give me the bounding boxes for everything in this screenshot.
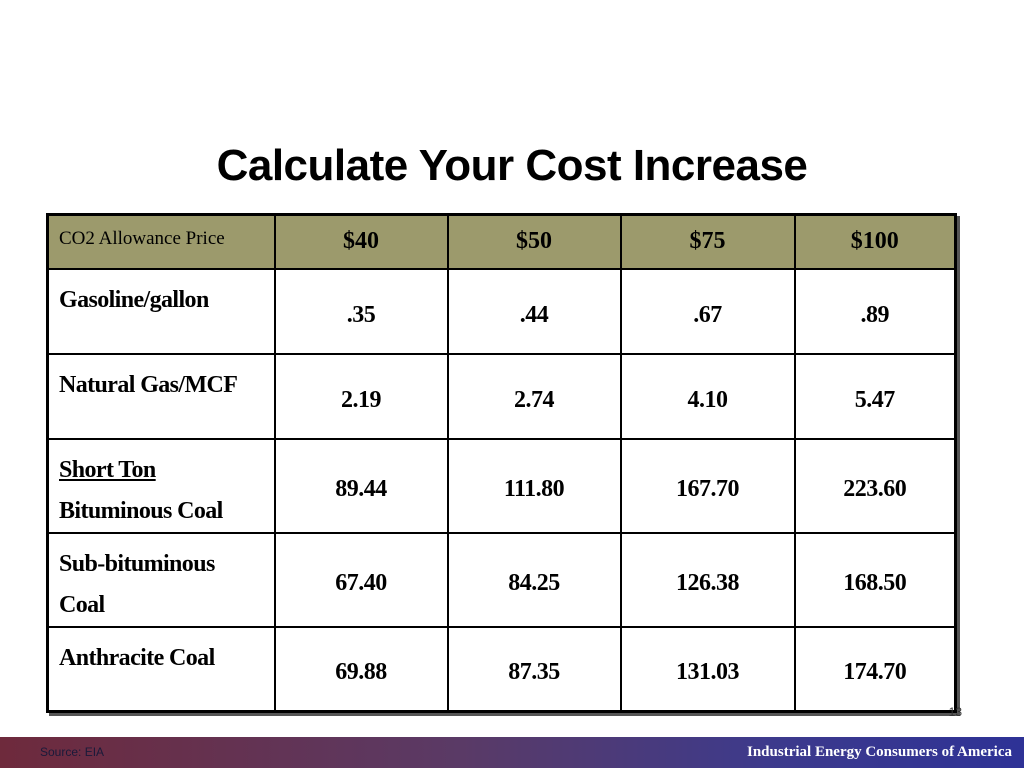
value-cell: .35: [273, 267, 449, 355]
table-row-natural-gas: Natural Gas/MCF 2.19 2.74 4.10 5.47: [46, 352, 957, 440]
value-text: 67.40: [335, 570, 387, 596]
row-label-text: Natural Gas/MCF: [59, 371, 238, 398]
value-cell: .67: [619, 267, 796, 355]
allowance-price-header: CO2 Allowance Price: [46, 213, 276, 270]
value-text: 69.88: [335, 659, 387, 686]
row-label: Natural Gas/MCF: [46, 352, 276, 440]
value-text: 4.10: [687, 386, 729, 413]
row-label: Short Ton Bituminous Coal: [46, 437, 276, 534]
value-cell: .44: [446, 267, 622, 355]
value-text: 168.50: [843, 570, 907, 596]
table-row-anthracite-coal: Anthracite Coal 69.88 87.35 131.03 174.7…: [46, 625, 957, 713]
value-text: .67: [693, 301, 722, 328]
price-column-header: $100: [793, 213, 957, 270]
value-cell: 89.44: [273, 437, 449, 534]
row-label: Anthracite Coal: [46, 625, 276, 713]
value-text: 131.03: [676, 659, 740, 686]
value-cell: 223.60: [793, 437, 957, 534]
table-row-bituminous-coal: Short Ton Bituminous Coal 89.44 111.80 16…: [46, 437, 957, 534]
value-cell: 5.47: [793, 352, 957, 440]
row-label-text: Bituminous Coal: [59, 497, 223, 524]
row-label: Sub-bituminous Coal: [46, 531, 276, 628]
cost-increase-table: CO2 Allowance Price $40 $50 $75 $100 Gas…: [46, 213, 957, 713]
page-number: 13: [948, 705, 962, 719]
value-text: .35: [346, 301, 376, 328]
value-text: 2.74: [514, 386, 555, 413]
footer-bar: Source: EIA Industrial Energy Consumers …: [0, 737, 1024, 768]
value-text: 126.38: [676, 570, 740, 596]
table-row-gasoline: Gasoline/gallon .35 .44 .67 .89: [46, 267, 957, 355]
table-row-sub-bituminous-coal: Sub-bituminous Coal 67.40 84.25 126.38 16…: [46, 531, 957, 628]
value-text: 111.80: [503, 476, 565, 502]
organization-name: Industrial Energy Consumers of America: [747, 744, 1012, 760]
value-cell: 174.70: [793, 625, 957, 713]
row-label-text: Coal: [59, 591, 105, 618]
row-label-text: Sub-bituminous: [59, 550, 215, 577]
row-label-text: Gasoline/gallon: [59, 286, 209, 313]
source-note: Source: EIA: [40, 745, 105, 759]
value-text: 5.47: [854, 386, 896, 413]
value-cell: 84.25: [446, 531, 622, 628]
value-cell: 4.10: [619, 352, 796, 440]
value-cell: 167.70: [619, 437, 796, 534]
row-label: Gasoline/gallon: [46, 267, 276, 355]
value-text: 167.70: [676, 476, 740, 502]
value-cell: 111.80: [446, 437, 622, 534]
value-text: .89: [860, 301, 890, 328]
table-header-row: CO2 Allowance Price $40 $50 $75 $100: [46, 213, 957, 270]
value-text: 87.35: [508, 659, 560, 686]
row-label-text: Short Ton: [59, 456, 156, 483]
value-text: 84.25: [508, 570, 560, 596]
value-cell: 87.35: [446, 625, 622, 713]
price-column-header: $40: [273, 213, 449, 270]
slide-title: Calculate Your Cost Increase: [216, 141, 808, 190]
value-cell: 2.74: [446, 352, 622, 440]
value-text: 89.44: [335, 476, 387, 502]
value-cell: .89: [793, 267, 957, 355]
value-cell: 2.19: [273, 352, 449, 440]
row-label-text: Anthracite Coal: [59, 644, 215, 671]
value-text: 174.70: [843, 659, 907, 686]
value-text: 2.19: [341, 386, 382, 413]
value-text: .44: [519, 301, 549, 328]
value-text: 223.60: [843, 476, 907, 502]
price-column-header: $75: [619, 213, 796, 270]
price-column-header: $50: [446, 213, 622, 270]
value-cell: 126.38: [619, 531, 796, 628]
value-cell: 131.03: [619, 625, 796, 713]
value-cell: 168.50: [793, 531, 957, 628]
value-cell: 67.40: [273, 531, 449, 628]
value-cell: 69.88: [273, 625, 449, 713]
